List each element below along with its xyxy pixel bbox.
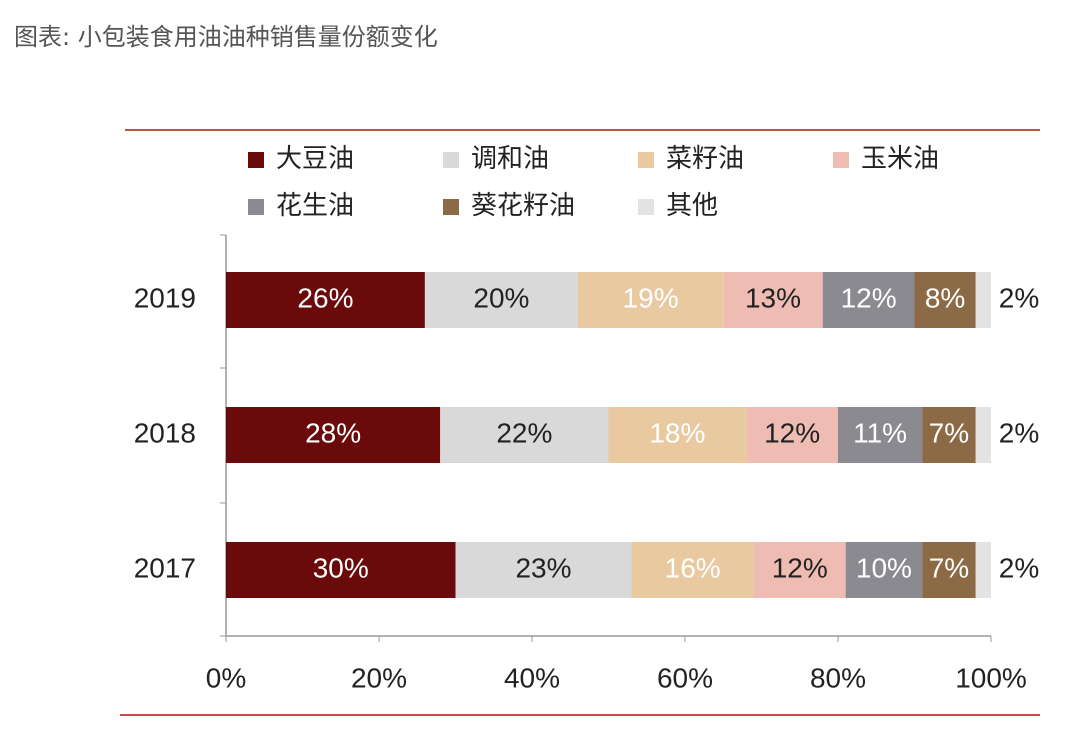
data-label: 11% <box>853 417 907 448</box>
legend-label: 玉米油 <box>861 144 939 174</box>
bar-segment <box>753 542 846 598</box>
bar-segment <box>914 272 976 328</box>
data-label: 2% <box>999 552 1039 583</box>
legend-label: 调和油 <box>471 144 549 174</box>
legend-label: 葵花籽油 <box>471 191 575 221</box>
legend-swatch <box>443 199 459 215</box>
bar-segment <box>922 542 976 598</box>
bar-segment <box>975 407 991 463</box>
y-tick-label: 2019 <box>134 282 196 313</box>
bar-segment <box>440 407 609 463</box>
chart-title: 图表: 小包装食用油油种销售量份额变化 <box>14 23 438 51</box>
bar-segment <box>975 272 991 328</box>
legend-swatch <box>248 199 264 215</box>
legend-label: 大豆油 <box>276 144 354 174</box>
data-label: 2% <box>999 417 1039 448</box>
bar-segment <box>822 272 915 328</box>
data-label: 26% <box>297 282 353 313</box>
data-label: 7% <box>929 417 969 448</box>
data-label: 20% <box>473 282 529 313</box>
x-tick-label: 20% <box>351 662 407 693</box>
bar-segment <box>631 542 754 598</box>
x-tick-label: 60% <box>657 662 713 693</box>
legend-swatch <box>833 152 849 168</box>
data-label: 16% <box>665 552 721 583</box>
data-label: 19% <box>623 282 679 313</box>
legend-swatch <box>443 152 459 168</box>
bar-segment <box>723 272 823 328</box>
data-label: 10% <box>856 552 912 583</box>
bar-segment <box>975 542 991 598</box>
legend-swatch <box>248 152 264 168</box>
bar-segment <box>746 407 838 463</box>
y-tick-label: 2018 <box>134 417 196 448</box>
bar-segment <box>226 272 425 328</box>
bar-segment <box>608 407 747 463</box>
bar-segment <box>577 272 724 328</box>
bar-segment <box>922 407 976 463</box>
y-tick-label: 2017 <box>134 552 196 583</box>
data-label: 7% <box>929 552 969 583</box>
bar-segment <box>424 272 578 328</box>
data-label: 28% <box>305 417 361 448</box>
data-label: 2% <box>999 282 1039 313</box>
legend-label: 花生油 <box>276 191 354 221</box>
bar-segment <box>838 407 923 463</box>
data-label: 12% <box>772 552 828 583</box>
legend-swatch <box>638 152 654 168</box>
data-label: 22% <box>496 417 552 448</box>
data-label: 12% <box>841 282 897 313</box>
x-tick-label: 40% <box>504 662 560 693</box>
data-label: 23% <box>515 552 571 583</box>
data-label: 30% <box>313 552 369 583</box>
legend-swatch <box>638 199 654 215</box>
data-label: 13% <box>745 282 801 313</box>
bar-segment <box>226 542 456 598</box>
x-tick-label: 0% <box>206 662 246 693</box>
x-tick-label: 80% <box>810 662 866 693</box>
bar-segment <box>455 542 632 598</box>
legend-label: 其他 <box>666 191 718 221</box>
data-label: 8% <box>925 282 965 313</box>
data-label: 18% <box>649 417 705 448</box>
data-label: 12% <box>764 417 820 448</box>
legend-label: 菜籽油 <box>666 144 744 174</box>
bar-segment <box>845 542 923 598</box>
x-tick-label: 100% <box>955 662 1027 693</box>
bar-segment <box>226 407 441 463</box>
